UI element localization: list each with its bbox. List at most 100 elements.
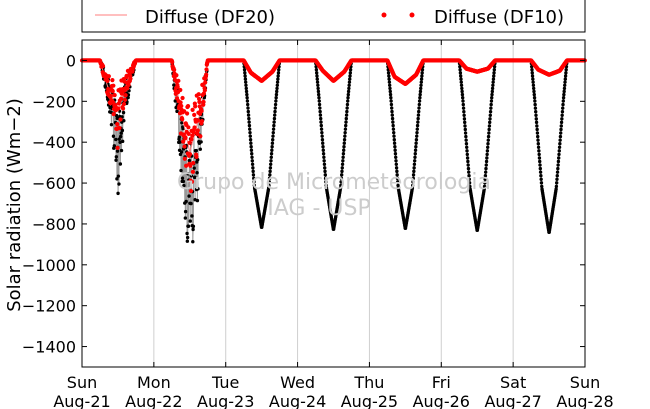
global-point [194, 148, 198, 153]
global-point [533, 106, 538, 110]
global-point [320, 137, 325, 142]
df10-point [121, 101, 127, 107]
global-point [274, 99, 278, 103]
df10-point [172, 67, 177, 72]
global-point [416, 116, 420, 121]
global-point [249, 148, 254, 152]
global-point [415, 123, 420, 128]
global-point [563, 83, 567, 87]
global-point [314, 71, 319, 75]
global-point [537, 156, 542, 160]
global-point [417, 106, 421, 110]
global-point [564, 68, 568, 72]
global-point [413, 148, 418, 152]
global-point [534, 110, 538, 114]
global-point [273, 106, 277, 110]
global-point [458, 71, 463, 75]
global-point [190, 214, 194, 218]
global-point [111, 134, 116, 138]
global-point [244, 89, 249, 94]
global-point [276, 71, 281, 75]
df10-point [193, 104, 198, 109]
y-tick-label: −1400 [22, 338, 76, 357]
global-point [319, 123, 323, 128]
global-point [199, 140, 203, 144]
global-point [561, 102, 565, 107]
global-point [271, 130, 275, 135]
global-point [489, 99, 494, 103]
global-point [339, 176, 344, 181]
global-point [465, 149, 469, 153]
global-point [344, 120, 348, 124]
global-point [118, 162, 123, 166]
global-point [342, 141, 346, 145]
global-point [538, 166, 543, 171]
df10-point [118, 117, 123, 122]
global-point [467, 181, 472, 185]
global-point [463, 120, 467, 125]
global-point [484, 166, 488, 171]
x-tick-label-date: Aug-23 [197, 392, 254, 409]
global-point [538, 159, 542, 164]
df10-point [186, 131, 191, 137]
global-point [182, 183, 186, 188]
global-point [492, 74, 496, 78]
df10-point [181, 132, 186, 137]
global-point [482, 184, 487, 189]
global-point [273, 113, 277, 117]
global-point [248, 127, 252, 131]
df10-point [183, 135, 188, 140]
global-point [242, 68, 247, 72]
global-point [392, 137, 396, 142]
global-point [391, 120, 395, 124]
global-point [461, 102, 465, 107]
x-tick-label-date: Aug-25 [341, 392, 398, 409]
global-point [460, 96, 465, 100]
global-point [412, 166, 416, 170]
global-point [463, 131, 468, 135]
global-point [540, 184, 544, 189]
global-point [487, 131, 491, 135]
global-point [114, 155, 119, 159]
global-point [316, 83, 320, 87]
global-point [342, 148, 346, 152]
global-point [191, 227, 195, 232]
global-point [490, 86, 495, 91]
global-point [563, 74, 568, 78]
global-point [420, 74, 424, 78]
global-point [268, 162, 273, 167]
global-point [250, 155, 254, 159]
global-point [413, 155, 417, 159]
global-point [531, 86, 536, 91]
df10-point [190, 107, 195, 112]
global-point [245, 92, 249, 97]
global-point [412, 159, 417, 163]
global-point [554, 181, 559, 185]
global-point [272, 120, 276, 124]
global-point [563, 77, 568, 81]
global-point [555, 170, 560, 174]
y-tick-label: 0 [66, 51, 76, 70]
global-point [486, 138, 490, 142]
global-point [395, 173, 399, 177]
df10-point [198, 134, 203, 139]
global-point [417, 109, 421, 114]
global-point [393, 148, 397, 152]
global-point [323, 176, 328, 181]
x-tick-label-day: Wed [280, 373, 315, 392]
global-point [346, 92, 351, 97]
global-point [492, 71, 496, 75]
global-point [119, 148, 124, 153]
global-point [558, 138, 562, 142]
global-point [562, 89, 566, 94]
x-tick-label-day: Sun [570, 373, 600, 392]
df10-point [180, 95, 185, 101]
global-point [411, 176, 415, 181]
global-point [339, 183, 343, 188]
global-point [321, 152, 326, 156]
global-point [563, 80, 567, 84]
global-point [392, 130, 396, 135]
global-point [486, 142, 490, 146]
global-point [394, 159, 398, 163]
x-tick-label-day: Tue [211, 373, 239, 392]
